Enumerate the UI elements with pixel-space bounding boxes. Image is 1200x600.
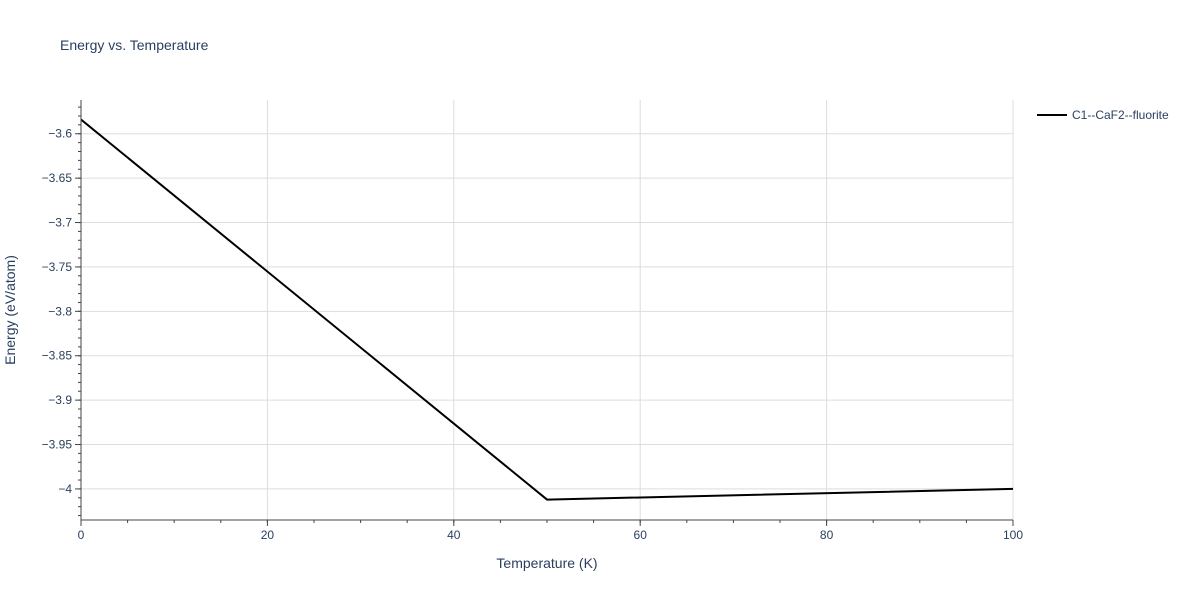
y-tick-label: −3.95 [42, 438, 73, 452]
x-tick-label: 0 [78, 528, 85, 542]
y-tick-label: −4 [58, 482, 72, 496]
x-tick-label: 60 [634, 528, 648, 542]
series-layer [80, 118, 1014, 501]
y-tick-label: −3.7 [48, 216, 72, 230]
y-tick-label: −3.9 [48, 393, 72, 407]
y-axis-title: Energy (eV/atom) [2, 255, 18, 365]
x-tick-label: 40 [447, 528, 461, 542]
y-tick-label: −3.6 [48, 127, 72, 141]
y-tick-label: −3.85 [42, 349, 73, 363]
grid [81, 100, 1014, 520]
x-axis-title: Temperature (K) [496, 555, 597, 571]
x-tick-labels: 0 20 40 60 80 100 [78, 528, 1024, 542]
x-tick-label: 20 [261, 528, 275, 542]
y-tick-label: −3.8 [48, 304, 72, 318]
minor-ticks [75, 106, 1014, 526]
y-tick-label: −3.75 [42, 260, 73, 274]
legend[interactable]: C1--CaF2--fluorite [1037, 108, 1169, 122]
x-tick-label: 80 [820, 528, 834, 542]
y-tick-label: −3.65 [42, 171, 73, 185]
legend-label[interactable]: C1--CaF2--fluorite [1072, 108, 1169, 122]
chart-title: Energy vs. Temperature [60, 37, 209, 53]
x-tick-label: 100 [1003, 528, 1023, 542]
series-line-0[interactable] [80, 118, 1014, 501]
y-tick-labels: −3.6 −3.65 −3.7 −3.75 −3.8 −3.85 −3.9 −3.95 −4 [42, 127, 73, 496]
